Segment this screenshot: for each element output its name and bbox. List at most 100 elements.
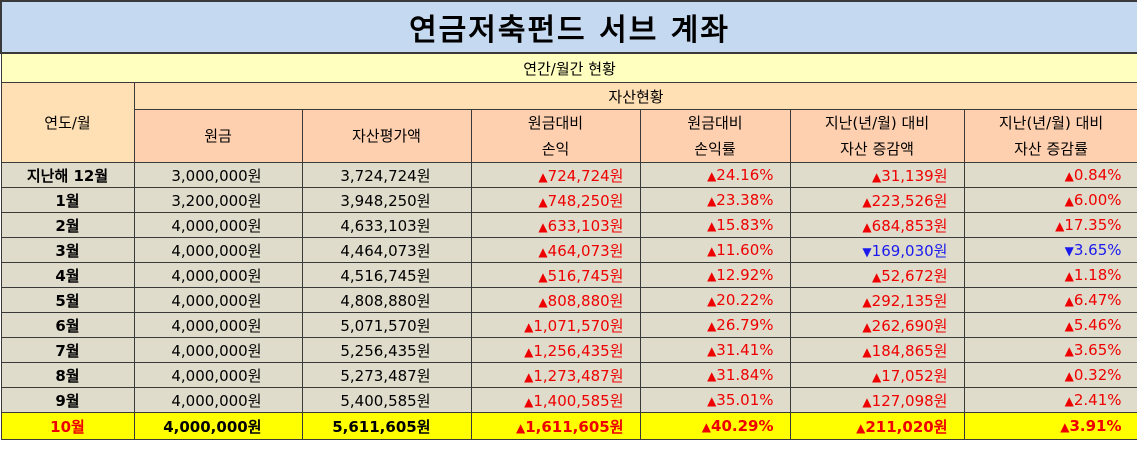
rate-cell[interactable]: ▲31.84% bbox=[639, 362, 791, 388]
rate-cell[interactable]: ▲11.60% bbox=[639, 237, 791, 263]
delta-cell[interactable]: ▲52,672원 bbox=[789, 262, 965, 288]
header-principal[interactable]: 원금 bbox=[133, 109, 303, 163]
pnl-cell[interactable]: ▲748,250원 bbox=[470, 187, 641, 213]
pnl-cell-value: 808,880원 bbox=[547, 291, 624, 310]
principal-cell[interactable]: 4,000,000원 bbox=[133, 362, 303, 388]
valuation-cell[interactable]: 5,400,585원 bbox=[301, 387, 472, 413]
pnl-cell[interactable]: ▲516,745원 bbox=[470, 262, 641, 288]
delta-cell-value: 31,139원 bbox=[881, 166, 948, 185]
pnl-cell[interactable]: ▲1,071,570원 bbox=[470, 312, 641, 338]
rate-cell[interactable]: ▲24.16% bbox=[639, 162, 791, 188]
row-label-cell[interactable]: 8월 bbox=[0, 362, 135, 388]
principal-cell[interactable]: 4,000,000원 bbox=[133, 287, 303, 313]
valuation-cell[interactable]: 4,516,745원 bbox=[301, 262, 472, 288]
rate-cell[interactable]: ▲20.22% bbox=[639, 287, 791, 313]
rate-cell-value: 24.16% bbox=[716, 166, 774, 184]
pnl-cell[interactable]: ▲724,724원 bbox=[470, 162, 641, 188]
principal-cell[interactable]: 4,000,000원 bbox=[133, 312, 303, 338]
valuation-cell[interactable]: 5,273,487원 bbox=[301, 362, 472, 388]
delta-cell[interactable]: ▼169,030원 bbox=[789, 237, 965, 263]
delta-cell[interactable]: ▲292,135원 bbox=[789, 287, 965, 313]
valuation-cell[interactable]: 4,633,103원 bbox=[301, 212, 472, 238]
delta-cell[interactable]: ▲184,865원 bbox=[789, 337, 965, 363]
triangle-up-icon: ▲ bbox=[538, 294, 548, 309]
delta-rate-cell[interactable]: ▼3.65% bbox=[963, 237, 1137, 263]
rate-cell[interactable]: ▲15.83% bbox=[639, 212, 791, 238]
triangle-up-icon: ▲ bbox=[1064, 369, 1074, 383]
header-year-month[interactable]: 연도/월 bbox=[0, 82, 135, 163]
row-label-cell[interactable]: 10월 bbox=[0, 412, 135, 440]
delta-rate-cell[interactable]: ▲6.00% bbox=[963, 187, 1137, 213]
row-label-cell[interactable]: 6월 bbox=[0, 312, 135, 338]
header-pnl[interactable]: 원금대비 손익 bbox=[470, 109, 641, 163]
row-label-cell[interactable]: 5월 bbox=[0, 287, 135, 313]
triangle-up-icon: ▲ bbox=[862, 219, 872, 234]
rate-cell[interactable]: ▲23.38% bbox=[639, 187, 791, 213]
pension-fund-table: 연금저축펀드 서브 계좌 연간/월간 현황 연도/월 자산현황 원금 자산평가액… bbox=[0, 0, 1137, 440]
row-label-cell[interactable]: 2월 bbox=[0, 212, 135, 238]
delta-rate-cell[interactable]: ▲0.32% bbox=[963, 362, 1137, 388]
valuation-cell[interactable]: 4,464,073원 bbox=[301, 237, 472, 263]
delta-cell-value: 127,098원 bbox=[871, 391, 948, 410]
pnl-cell[interactable]: ▲1,273,487원 bbox=[470, 362, 641, 388]
principal-cell[interactable]: 4,000,000원 bbox=[133, 387, 303, 413]
rate-cell[interactable]: ▲26.79% bbox=[639, 312, 791, 338]
triangle-up-icon: ▲ bbox=[707, 344, 717, 358]
delta-rate-cell[interactable]: ▲2.41% bbox=[963, 387, 1137, 413]
principal-cell[interactable]: 4,000,000원 bbox=[133, 337, 303, 363]
triangle-up-icon: ▲ bbox=[707, 194, 717, 208]
delta-rate-cell[interactable]: ▲3.91% bbox=[963, 412, 1137, 440]
header-asset-status[interactable]: 자산현황 bbox=[133, 82, 1137, 110]
row-label-cell[interactable]: 3월 bbox=[0, 237, 135, 263]
pnl-cell[interactable]: ▲808,880원 bbox=[470, 287, 641, 313]
delta-rate-cell[interactable]: ▲5.46% bbox=[963, 312, 1137, 338]
principal-cell[interactable]: 4,000,000원 bbox=[133, 212, 303, 238]
valuation-cell[interactable]: 3,948,250원 bbox=[301, 187, 472, 213]
valuation-cell[interactable]: 3,724,724원 bbox=[301, 162, 472, 188]
valuation-cell[interactable]: 5,611,605원 bbox=[301, 412, 472, 440]
delta-cell[interactable]: ▲17,052원 bbox=[789, 362, 965, 388]
delta-rate-cell[interactable]: ▲3.65% bbox=[963, 337, 1137, 363]
page-title[interactable]: 연금저축펀드 서브 계좌 bbox=[0, 0, 1137, 54]
header-delta-rate[interactable]: 지난(년/월) 대비 자산 증감률 bbox=[963, 109, 1137, 163]
triangle-up-icon: ▲ bbox=[707, 394, 717, 408]
section-subtitle[interactable]: 연간/월간 현황 bbox=[0, 52, 1137, 83]
row-label-cell[interactable]: 지난해 12월 bbox=[0, 162, 135, 188]
rate-cell[interactable]: ▲35.01% bbox=[639, 387, 791, 413]
delta-cell[interactable]: ▲211,020원 bbox=[789, 412, 965, 440]
delta-cell[interactable]: ▲223,526원 bbox=[789, 187, 965, 213]
principal-cell[interactable]: 4,000,000원 bbox=[133, 262, 303, 288]
valuation-cell[interactable]: 5,071,570원 bbox=[301, 312, 472, 338]
delta-rate-cell[interactable]: ▲6.47% bbox=[963, 287, 1137, 313]
pnl-cell[interactable]: ▲633,103원 bbox=[470, 212, 641, 238]
delta-cell[interactable]: ▲31,139원 bbox=[789, 162, 965, 188]
principal-cell[interactable]: 3,200,000원 bbox=[133, 187, 303, 213]
delta-rate-cell[interactable]: ▲0.84% bbox=[963, 162, 1137, 188]
valuation-cell[interactable]: 4,808,880원 bbox=[301, 287, 472, 313]
delta-rate-cell-value: 6.47% bbox=[1073, 291, 1122, 309]
pnl-cell[interactable]: ▲1,400,585원 bbox=[470, 387, 641, 413]
row-label-cell[interactable]: 9월 bbox=[0, 387, 135, 413]
header-delta[interactable]: 지난(년/월) 대비 자산 증감액 bbox=[789, 109, 965, 163]
delta-cell[interactable]: ▲127,098원 bbox=[789, 387, 965, 413]
rate-cell[interactable]: ▲31.41% bbox=[639, 337, 791, 363]
principal-cell[interactable]: 3,000,000원 bbox=[133, 162, 303, 188]
principal-cell[interactable]: 4,000,000원 bbox=[133, 237, 303, 263]
delta-cell[interactable]: ▲684,853원 bbox=[789, 212, 965, 238]
delta-rate-cell[interactable]: ▲17.35% bbox=[963, 212, 1137, 238]
delta-cell[interactable]: ▲262,690원 bbox=[789, 312, 965, 338]
rate-cell[interactable]: ▲12.92% bbox=[639, 262, 791, 288]
row-label-cell[interactable]: 1월 bbox=[0, 187, 135, 213]
valuation-cell[interactable]: 5,256,435원 bbox=[301, 337, 472, 363]
header-valuation[interactable]: 자산평가액 bbox=[301, 109, 472, 163]
delta-rate-cell[interactable]: ▲1.18% bbox=[963, 262, 1137, 288]
rate-cell-value: 26.79% bbox=[716, 316, 774, 334]
pnl-cell[interactable]: ▲464,073원 bbox=[470, 237, 641, 263]
pnl-cell[interactable]: ▲1,611,605원 bbox=[470, 412, 641, 440]
header-rate[interactable]: 원금대비 손익률 bbox=[639, 109, 791, 163]
row-label-cell[interactable]: 4월 bbox=[0, 262, 135, 288]
pnl-cell[interactable]: ▲1,256,435원 bbox=[470, 337, 641, 363]
row-label-cell[interactable]: 7월 bbox=[0, 337, 135, 363]
principal-cell[interactable]: 4,000,000원 bbox=[133, 412, 303, 440]
rate-cell[interactable]: ▲40.29% bbox=[639, 412, 791, 440]
